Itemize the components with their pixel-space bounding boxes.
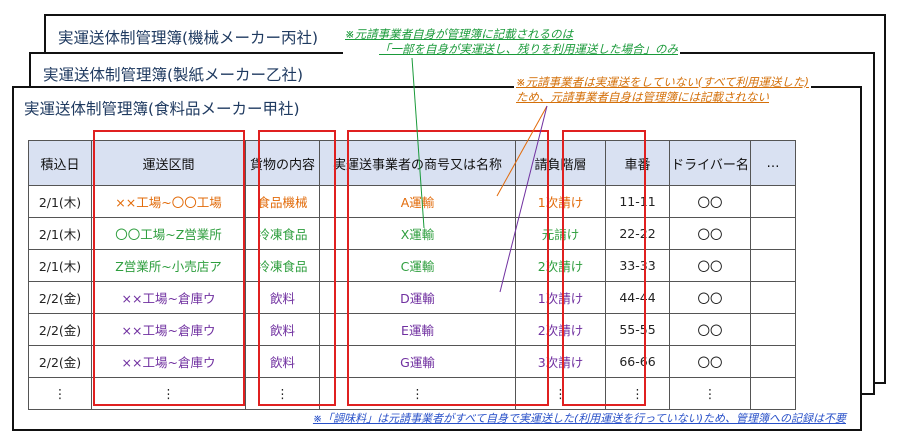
- table-cell: ⋮: [91, 377, 246, 410]
- table-cell: 1次請け: [515, 281, 606, 314]
- table-cell: [750, 345, 796, 378]
- table-cell: [750, 377, 796, 410]
- table-cell: ⋮: [28, 377, 92, 410]
- table-cell: 3次請け: [515, 345, 606, 378]
- table-cell: 11-11: [605, 185, 670, 218]
- table-header-row: 積込日 運送区間 貨物の内容 実運送事業者の商号又は名称 請負階層 車番 ドライバー名…: [28, 140, 796, 186]
- table-cell: ⋮: [245, 377, 320, 410]
- table-cell: 2/2(金): [28, 313, 92, 346]
- table-cell: 〇〇: [669, 281, 751, 314]
- table-cell: A運輸: [319, 185, 516, 218]
- column-header: 車番: [605, 140, 670, 186]
- table-cell: 55-55: [605, 313, 670, 346]
- table-cell: 33-33: [605, 249, 670, 282]
- table-cell: 2/2(金): [28, 345, 92, 378]
- table-cell: 2/2(金): [28, 281, 92, 314]
- note-green-line-2: 「一部を自身が実運送し、残りを利用運送した場合」のみ: [379, 42, 678, 56]
- table-row: 2/2(金) ××工場~倉庫ウ 飲料 E運輸 2次請け 55-55 〇〇: [28, 313, 796, 346]
- table-cell: [750, 249, 796, 282]
- table-cell: 冷凍食品: [245, 249, 320, 282]
- table-row: 2/1(木) 〇〇工場~Z営業所 冷凍食品 X運輸 元請け 22-22 〇〇: [28, 217, 796, 250]
- table-cell: ⋮: [605, 377, 670, 410]
- table-row: ⋮ ⋮ ⋮ ⋮ ⋮ ⋮ ⋮: [28, 377, 796, 410]
- table-cell: G運輸: [319, 345, 516, 378]
- note-green-line-1: ※元請事業者自身が管理簿に記載されるのは: [345, 27, 574, 41]
- table-cell: ××工場~倉庫ウ: [91, 281, 246, 314]
- table-cell: 飲料: [245, 281, 320, 314]
- table-cell: 〇〇: [669, 185, 751, 218]
- table-cell: 〇〇: [669, 313, 751, 346]
- table-row: 2/2(金) ××工場~倉庫ウ 飲料 G運輸 3次請け 66-66 〇〇: [28, 345, 796, 378]
- column-header: 請負階層: [515, 140, 606, 186]
- table-cell: [750, 217, 796, 250]
- table-cell: 〇〇: [669, 249, 751, 282]
- table-cell: [750, 281, 796, 314]
- table-cell: 飲料: [245, 345, 320, 378]
- table-cell: 2/1(木): [28, 185, 92, 218]
- table-cell: ××工場~倉庫ウ: [91, 345, 246, 378]
- table-cell: 44-44: [605, 281, 670, 314]
- table-cell: 〇〇: [669, 217, 751, 250]
- table-cell: 飲料: [245, 313, 320, 346]
- transport-record-table: 積込日 運送区間 貨物の内容 実運送事業者の商号又は名称 請負階層 車番 ドライバー名… 2…: [28, 140, 796, 410]
- table-cell: ⋮: [515, 377, 606, 410]
- column-header: 貨物の内容: [245, 140, 320, 186]
- table-cell: ××工場~〇〇工場: [91, 185, 246, 218]
- table-cell: 2/1(木): [28, 249, 92, 282]
- table-cell: 〇〇: [669, 345, 751, 378]
- column-header: ドライバー名: [669, 140, 751, 186]
- table-cell: ××工場~倉庫ウ: [91, 313, 246, 346]
- table-row: 2/2(金) ××工場~倉庫ウ 飲料 D運輸 1次請け 44-44 〇〇: [28, 281, 796, 314]
- table-cell: 22-22: [605, 217, 670, 250]
- table-cell: 2次請け: [515, 313, 606, 346]
- table-cell: [750, 185, 796, 218]
- note-green: ※元請事業者自身が管理簿に記載されるのは 「一部を自身が実運送し、残りを利用運送…: [343, 27, 680, 57]
- table-cell: 〇〇工場~Z営業所: [91, 217, 246, 250]
- note-blue: ※「調味料」は元請事業者がすべて自身で実運送した(利用運送を行っていない)ため、…: [310, 411, 848, 426]
- table-cell: Z営業所~小売店ア: [91, 249, 246, 282]
- table-row: 2/1(木) ××工場~〇〇工場 食品機械 A運輸 1次請け 11-11 〇〇: [28, 185, 796, 218]
- sheet-title: 実運送体制管理簿(機械メーカー丙社): [58, 29, 319, 47]
- table-cell: 冷凍食品: [245, 217, 320, 250]
- table-cell: C運輸: [319, 249, 516, 282]
- column-header: 運送区間: [91, 140, 246, 186]
- table-cell: 食品機械: [245, 185, 320, 218]
- table-cell: 2次請け: [515, 249, 606, 282]
- column-header: 積込日: [28, 140, 92, 186]
- table-cell: E運輸: [319, 313, 516, 346]
- table-cell: 66-66: [605, 345, 670, 378]
- note-orange: ※元請事業者は実運送をしていない(すべて利用運送した) ため、元請事業者自身は管…: [514, 75, 811, 105]
- column-header: 実運送事業者の商号又は名称: [319, 140, 516, 186]
- sheet-title: 実運送体制管理簿(食料品メーカー甲社): [24, 100, 300, 118]
- table-cell: 2/1(木): [28, 217, 92, 250]
- note-orange-line-1: ※元請事業者は実運送をしていない(すべて利用運送した): [516, 75, 809, 89]
- table-cell: [750, 313, 796, 346]
- table-cell: ⋮: [669, 377, 751, 410]
- table-row: 2/1(木) Z営業所~小売店ア 冷凍食品 C運輸 2次請け 33-33 〇〇: [28, 249, 796, 282]
- column-header: …: [750, 140, 796, 186]
- table-cell: 元請け: [515, 217, 606, 250]
- table-cell: 1次請け: [515, 185, 606, 218]
- table-cell: D運輸: [319, 281, 516, 314]
- table-cell: ⋮: [319, 377, 516, 410]
- sheet-title: 実運送体制管理簿(製紙メーカー乙社): [43, 66, 304, 84]
- note-orange-line-2: ため、元請事業者自身は管理簿には記載されない: [516, 90, 769, 104]
- table-cell: X運輸: [319, 217, 516, 250]
